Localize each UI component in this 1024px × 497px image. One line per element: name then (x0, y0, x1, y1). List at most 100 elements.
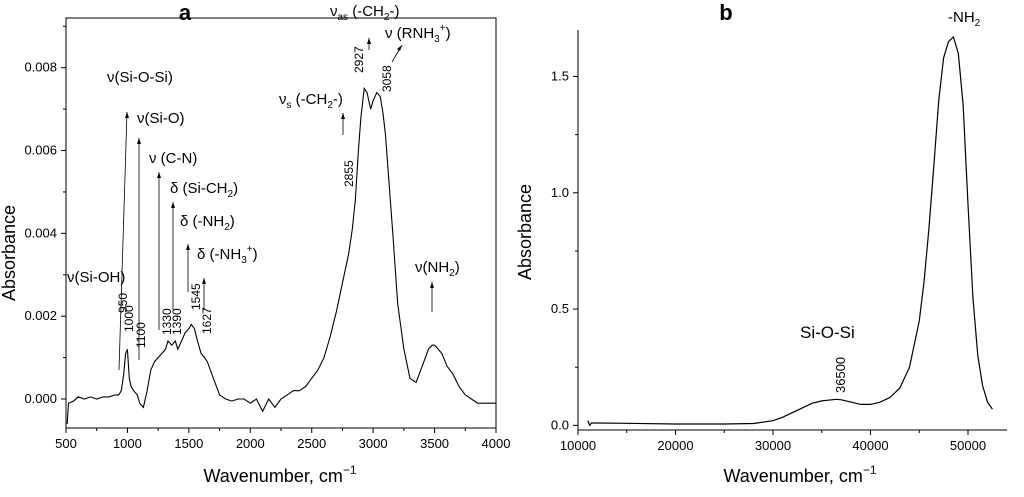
arrowhead-nh2 (186, 244, 190, 250)
panel-a-xlabel-sup: −1 (343, 463, 357, 477)
peak-label-2927: 2927 (352, 46, 366, 73)
arrow-si-o-si (118, 111, 128, 371)
annotation-ch2-as-nu: ν (330, 3, 338, 20)
xtick-label: 3500 (420, 436, 449, 451)
annotation-si-ch2: δ (Si-CH2) (170, 180, 238, 200)
annotation-nh3-main: δ (-NH (197, 246, 241, 263)
peak-label-2855: 2855 (342, 160, 356, 187)
ytick-label: 0.008 (24, 60, 57, 75)
arrowhead-rnh3 (397, 45, 402, 51)
ytick-label: 0.0 (551, 417, 569, 432)
arrowhead-ch2-s (341, 113, 345, 119)
annotation-si-oh: ν(Si-OH) (67, 269, 125, 286)
annotation-ch2-as-subnu: as (338, 12, 349, 23)
panel-b-label: b (719, 0, 732, 25)
peak-label-1627: 1627 (200, 307, 214, 334)
ytick-label: 0.004 (24, 225, 57, 240)
ytick-label: 1.0 (551, 185, 569, 200)
annotation-si-ch2-tail: ) (233, 180, 238, 197)
annotation-nh2-stretch-sub: 2 (449, 268, 455, 279)
panel-a-xlabel: Wavenumber, cm−1 (203, 463, 356, 486)
annotation-nh2-b: -NH2 (948, 9, 981, 29)
annotation-ch2-s-sub: 2 (327, 100, 333, 111)
annotation-si-o-si-b: Si-O-Si (800, 323, 855, 342)
ytick-label: 0.002 (24, 308, 57, 323)
panel-b-ticks (573, 76, 969, 435)
xtick-label: 3000 (359, 436, 388, 451)
panel-b-tick-labels: 10000 20000 30000 40000 50000 0.0 0.5 1.0 1.5 (551, 69, 986, 453)
panel-b-spectrum-line (587, 35, 993, 427)
xtick-label: 20000 (657, 438, 693, 453)
peak-label-1000: 1000 (122, 305, 136, 332)
annotation-si-o: ν(Si-O) (137, 110, 185, 127)
panel-b-xlabel-sup: −1 (863, 463, 877, 477)
arrowhead-c-n (157, 172, 161, 178)
annotation-ch2-as-main: (-CH (348, 3, 384, 20)
peak-label-950: 950 (116, 293, 130, 313)
annotation-ch2-as: νas (-CH2-) (330, 3, 399, 23)
arrowhead-si-ch2 (171, 202, 175, 208)
panel-a-ticks (61, 25, 497, 433)
peak-label-1100: 1100 (134, 322, 148, 348)
annotation-nh3-sub: 3 (241, 255, 247, 266)
peak-label-1330: 1330 (160, 308, 174, 335)
arrowhead-nh2-b (430, 282, 434, 288)
xtick-label: 50000 (950, 438, 986, 453)
arrowhead-si-o-si (125, 112, 129, 118)
annotation-nh2-stretch: ν(NH2) (415, 259, 460, 279)
annotation-si-o-si: ν(Si-O-Si) (107, 69, 173, 86)
arrowhead-ch2-as (367, 38, 371, 44)
annotation-rnh3: ν (RNH3+) (385, 23, 451, 45)
annotation-nh2-b-sub: 2 (975, 18, 981, 29)
panel-b: b 10000 20000 30000 40000 500000.00.51.01.5 … (515, 0, 1007, 486)
ytick-label: 0.006 (24, 143, 57, 158)
xtick-label: 2000 (236, 436, 265, 451)
annotation-rnh3-tail: ) (446, 25, 451, 42)
annotation-nh2-stretch-tail: ) (455, 259, 460, 276)
xtick-label: 2500 (297, 436, 326, 451)
panel-a: a 500 1000 1500 2000 2500 3000 3500 4000 0.000 0.… (0, 0, 510, 486)
annotation-ch2-s-main: (-CH (292, 91, 328, 108)
panel-a-xlabel-text: Wavenumber, cm (203, 466, 342, 486)
panel-a-label: a (179, 0, 192, 25)
ytick-label: 0.5 (551, 301, 569, 316)
annotation-ch2-s-tail: -) (333, 91, 343, 108)
annotation-ch2-s-subnu: s (287, 100, 292, 111)
panel-a-ylabel: Absorbance (0, 205, 19, 301)
xtick-label: 4000 (482, 436, 511, 451)
annotation-nh3-tail: ) (253, 246, 258, 263)
panel-a-tick-labels: 500 1000 1500 2000 2500 3000 3500 4000 0.000 0.00… (24, 60, 510, 451)
arrowhead-nh3 (202, 278, 206, 284)
xtick-label: 30000 (755, 438, 791, 453)
annotation-si-ch2-main: δ (Si-CH (170, 180, 228, 197)
annotation-nh2-b-main: -NH (948, 9, 975, 26)
xtick-label: 1500 (174, 436, 203, 451)
annotation-ch2-as-sub: 2 (384, 12, 390, 23)
annotation-nh2-tail: ) (230, 213, 235, 230)
ytick-label: 1.5 (551, 69, 569, 84)
peak-label-3058: 3058 (380, 65, 394, 92)
panel-a-arrowheads (125, 38, 434, 288)
annotation-nh2-stretch-main: ν(NH (415, 259, 449, 276)
annotation-nh3-sup: + (247, 244, 253, 255)
peak-label-1390: 1390 (170, 308, 184, 335)
peak-label-36500: 36500 (833, 357, 848, 393)
xtick-label: 1000 (113, 436, 142, 451)
arrowhead-si-o (137, 138, 141, 144)
annotation-si-ch2-sub: 2 (228, 189, 234, 200)
panel-b-axes (577, 30, 1007, 431)
xtick-label: 10000 (560, 438, 596, 453)
annotation-ch2-s-nu: ν (279, 91, 287, 108)
annotation-ch2-s: νs (-CH2-) (279, 91, 343, 111)
peak-label-1545: 1545 (189, 283, 203, 310)
annotation-nh2-main: δ (-NH (180, 213, 224, 230)
xtick-label: 500 (55, 436, 77, 451)
panel-b-ylabel: Absorbance (515, 184, 535, 280)
panel-b-xlabel: Wavenumber, cm−1 (723, 463, 876, 486)
annotation-rnh3-main: ν (RNH (385, 25, 434, 42)
panel-a-spectrum-line (66, 86, 496, 424)
panel-b-xlabel-text: Wavenumber, cm (723, 466, 862, 486)
annotation-rnh3-sup: + (440, 23, 446, 34)
